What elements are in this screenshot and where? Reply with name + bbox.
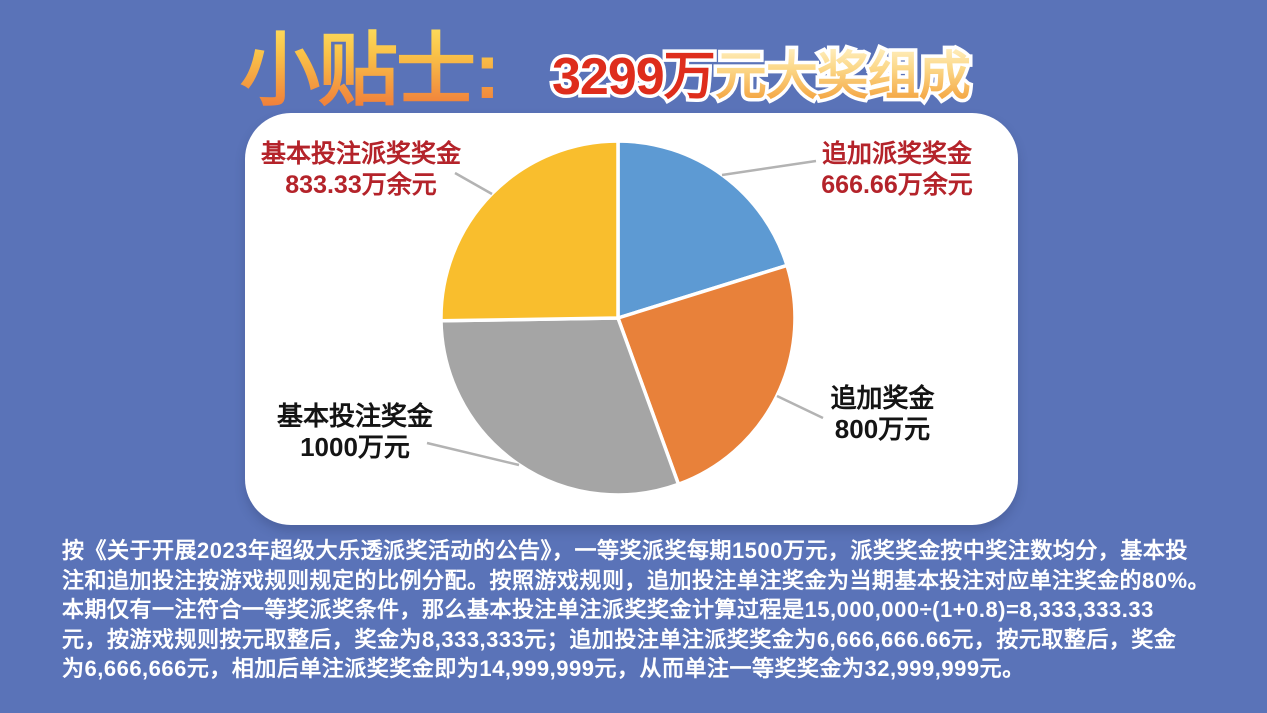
title-rest: 元大奖组成 xyxy=(715,34,971,109)
explanation-line: 按《关于开展2023年超级大乐透派奖活动的公告》，一等奖派奖每期1500万元，派… xyxy=(62,538,1188,563)
callout-value: 833.33万余元 xyxy=(285,171,437,199)
callout-label: 基本投注奖金 xyxy=(276,401,433,431)
callout-additional-bonus-prize: 追加派奖奖金 666.66万余元 xyxy=(803,139,991,201)
pie-slice xyxy=(616,263,797,487)
pie-chart xyxy=(426,139,824,497)
chart-card: 基本投注派奖奖金 833.33万余元 追加派奖奖金 666.66万余元 追加奖金… xyxy=(245,113,1018,525)
explanation-line: 本期仅有一注符合一等奖派奖条件，那么基本投注单注派奖奖金计算过程是15,000,… xyxy=(62,597,1154,622)
title-subtitle: 3299万元大奖组成 xyxy=(552,34,971,109)
callout-basic-prize: 基本投注奖金 1000万元 xyxy=(270,401,440,463)
pie-slice xyxy=(439,139,620,323)
title-amount: 3299万 xyxy=(552,34,716,109)
callout-basic-bonus-prize: 基本投注派奖奖金 833.33万余元 xyxy=(255,139,467,201)
callout-label: 基本投注派奖奖金 xyxy=(260,140,461,168)
callout-label: 追加派奖奖金 xyxy=(821,140,972,168)
callout-value: 1000万元 xyxy=(300,432,410,462)
leader-line xyxy=(721,159,817,177)
explanation-line: 注和追加投注按游戏规则规定的比例分配。按照游戏规则，追加投注单注奖金为当期基本投… xyxy=(62,567,1211,593)
callout-value: 666.66万余元 xyxy=(821,171,973,199)
callout-value: 800万元 xyxy=(834,414,931,444)
leader-line xyxy=(776,394,824,420)
title-tip: 小贴士: xyxy=(240,6,501,122)
page-title: 小贴士: 3299万元大奖组成 xyxy=(0,0,1267,115)
explanation-text: 按《关于开展2023年超级大乐透派奖活动的公告》，一等奖派奖每期1500万元，派… xyxy=(62,536,1212,684)
callout-label: 追加奖金 xyxy=(830,383,935,413)
explanation-line: 元，按游戏规则按元取整后，奖金为8,333,333元；追加投注单注派奖奖金为6,… xyxy=(62,626,1177,652)
leader-line xyxy=(454,171,493,196)
callout-additional-prize: 追加奖金 800万元 xyxy=(815,383,950,445)
explanation-line: 为6,666,666元，相加后单注派奖奖金即为14,999,999元，从而单注一… xyxy=(62,656,1025,681)
leader-line xyxy=(426,441,520,467)
